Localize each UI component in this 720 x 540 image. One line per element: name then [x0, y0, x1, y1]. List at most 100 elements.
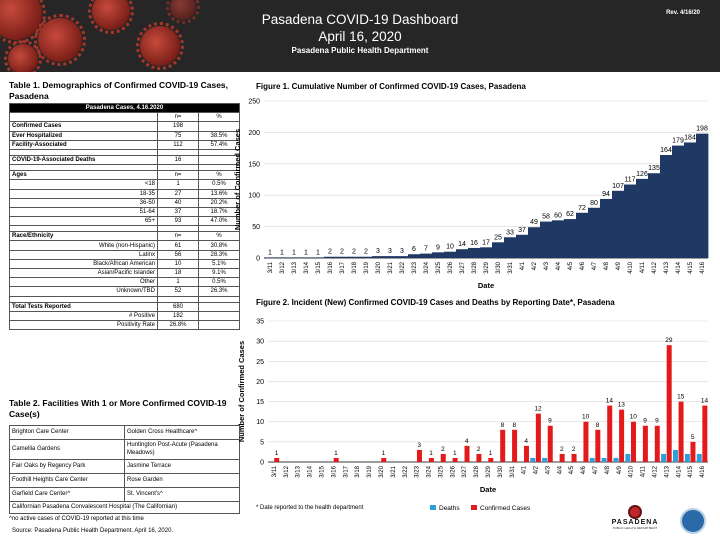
fig1-data-label: 58 [542, 214, 550, 221]
fig2-data-label: 14 [701, 398, 709, 405]
fig1-bar [600, 198, 613, 258]
fig1-bar [360, 256, 373, 258]
fig1-bar [324, 256, 337, 258]
fig2-data-label: 8 [501, 422, 505, 429]
fig2-xtick-label: 3/19 [367, 465, 373, 477]
fig2-xtick-label: 4/14 [676, 465, 682, 477]
fig1-data-label: 1 [316, 249, 320, 256]
fig2-data-label: 2 [477, 446, 481, 453]
fig1-data-label: 9 [436, 244, 440, 251]
fig2-xtick-label: 4/4 [557, 465, 563, 474]
fig1-ylabel: Number of Confirmed Cases [233, 129, 242, 230]
fig1-bar [396, 256, 409, 258]
fig1-xtick-label: 4/7 [592, 261, 598, 270]
fig2-xtick-label: 3/11 [272, 465, 278, 477]
logo-sub: PUBLIC HEALTH DEPARTMENT [612, 526, 658, 530]
fig2-xtick-label: 3/28 [474, 465, 480, 477]
fig1-data-label: 117 [624, 177, 635, 184]
fig1-xtick-label: 3/22 [400, 261, 406, 273]
fig2-xtick-label: 3/23 [415, 465, 421, 477]
fig1-data-label: 49 [530, 219, 538, 226]
fig2-xtick-label: 4/2 [534, 465, 540, 474]
fig1-xtick-label: 4/16 [700, 261, 706, 273]
fig2-ylabel: Number of Confirmed Cases [237, 341, 246, 442]
fig1-data-label: 10 [446, 244, 454, 251]
fig2-cases-bar [512, 429, 518, 462]
fig2-xtick-label: 4/5 [569, 465, 575, 474]
fig1-data-label: 62 [566, 211, 574, 218]
fig1-xtick-label: 4/8 [604, 261, 610, 270]
fig2-xtick-label: 3/27 [462, 465, 468, 477]
fig1-data-label: 94 [602, 191, 610, 198]
fig2-xtick-label: 4/16 [700, 465, 706, 477]
coronavirus-image [0, 0, 210, 72]
fig1-xtick-label: 4/13 [664, 261, 670, 273]
fig2-xtick-label: 4/1 [522, 465, 528, 474]
fig2-data-label: 9 [548, 418, 552, 425]
pasadena-logo: PASADENA PUBLIC HEALTH DEPARTMENT [600, 505, 670, 535]
fig1-xtick-label: 3/25 [436, 261, 442, 273]
fig1-xtick-label: 4/14 [676, 261, 682, 273]
fig2-cases-bar [440, 453, 446, 462]
facility-cell: Californian Pasadena Convalescent Hospit… [9, 501, 240, 514]
fig2-data-label: 1 [429, 450, 433, 457]
fig1-xtick-label: 3/21 [388, 261, 394, 273]
fig1-data-label: 1 [304, 249, 308, 256]
fig2-data-label: 15 [677, 394, 685, 401]
fig2-cases-bar [523, 445, 529, 462]
fig2-cases-bar [607, 405, 613, 462]
fig1-bar [336, 256, 349, 258]
logo-name: PASADENA [611, 519, 659, 526]
fig1-bar [528, 227, 541, 258]
fig2-data-label: 29 [665, 337, 673, 344]
fig1-bar [468, 247, 481, 258]
fig1-bar [312, 257, 325, 258]
fig2-deaths-bar [661, 453, 667, 462]
fig2-deaths-bar [542, 457, 548, 462]
fig2-ytick-label: 0 [260, 460, 264, 467]
fig2-data-label: 2 [441, 446, 445, 453]
fig1-ytick-label: 50 [252, 224, 260, 231]
fig2-xtick-label: 3/16 [331, 465, 337, 477]
fig1-xtick-label: 3/17 [340, 261, 346, 273]
fig2-deaths-bar [589, 457, 595, 462]
fig2-data-label: 3 [417, 442, 421, 449]
fig1-xtick-label: 3/29 [484, 261, 490, 273]
fig2-cases-bar [583, 421, 589, 462]
fig2-xtick-label: 4/9 [617, 465, 623, 474]
fig1-data-label: 1 [280, 249, 284, 256]
fig1-bar [348, 256, 361, 258]
fig2-xtick-label: 3/31 [510, 465, 516, 477]
fig2-cases-bar [666, 345, 672, 462]
fig1-bar [288, 257, 301, 258]
department-name: Pasadena Public Health Department [291, 46, 429, 55]
fig2-cases-bar [619, 409, 625, 462]
fig1-bar [564, 219, 577, 258]
legend-cases-swatch [471, 505, 477, 510]
fig2-ytick-label: 30 [256, 339, 264, 346]
fig1-bar [456, 249, 469, 258]
fig1-bar [504, 237, 517, 258]
fig2-xtick-label: 3/18 [355, 465, 361, 477]
fig2-cases-bar [452, 457, 458, 462]
fig1-bar [432, 252, 445, 258]
fig1-data-label: 25 [494, 234, 502, 241]
figure1-title: Figure 1. Cumulative Number of Confirmed… [256, 82, 526, 91]
fig1-data-label: 1 [292, 249, 296, 256]
fig1-data-label: 107 [612, 183, 624, 190]
fig1-xtick-label: 4/15 [688, 261, 694, 273]
fig2-data-label: 2 [572, 446, 576, 453]
fig2-ytick-label: 35 [256, 319, 264, 326]
fig2-cases-bar [654, 425, 660, 462]
fig1-xtick-label: 3/27 [460, 261, 466, 273]
fig2-data-label: 5 [691, 434, 695, 441]
fig1-bar [588, 207, 601, 258]
fig1-bar [624, 184, 637, 258]
fig2-xtick-label: 3/25 [438, 465, 444, 477]
fig1-data-label: 17 [482, 239, 490, 246]
legend-cases-label: Confirmed Cases [480, 505, 531, 512]
fig2-xtick-label: 3/30 [498, 465, 504, 477]
fig2-cases-bar [476, 453, 482, 462]
fig1-xtick-label: 3/26 [448, 261, 454, 273]
fig2-data-label: 1 [453, 450, 457, 457]
